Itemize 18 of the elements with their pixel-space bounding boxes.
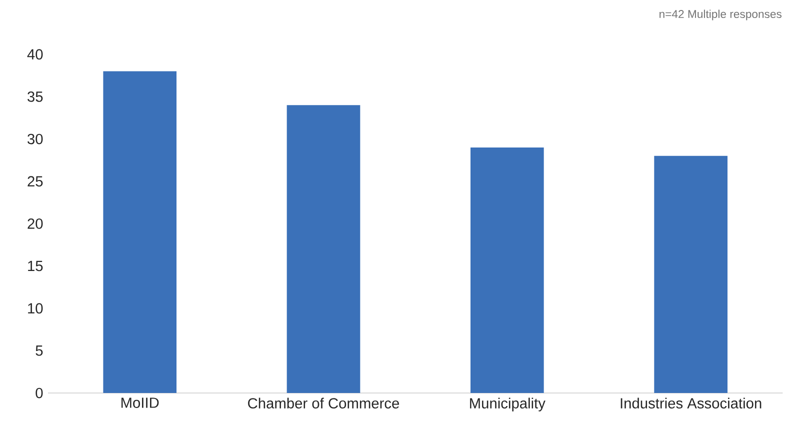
x-tick-label: Municipality	[470, 398, 546, 412]
y-tick-label: 25	[28, 176, 43, 187]
y-tick-label: 5	[36, 346, 43, 356]
y-tick-label: 0	[36, 388, 43, 398]
bar	[654, 156, 728, 393]
bar	[470, 147, 544, 393]
text: n=42 Multiple responses	[660, 10, 782, 20]
y-tick-label: 40	[27, 49, 43, 60]
x-tick-label: Chamber of Commerce	[248, 398, 400, 408]
x-tick-label: MoIID	[121, 398, 159, 408]
x-tick-label: Industries Association	[620, 398, 762, 408]
bar	[286, 105, 360, 393]
y-tick-label: 30	[28, 134, 43, 144]
y-tick-label: 15	[28, 260, 43, 272]
y-tick-label: 35	[28, 91, 43, 102]
y-tick-label: 10	[28, 303, 43, 314]
bar	[103, 71, 176, 393]
y-tick-label: 20	[28, 218, 43, 229]
